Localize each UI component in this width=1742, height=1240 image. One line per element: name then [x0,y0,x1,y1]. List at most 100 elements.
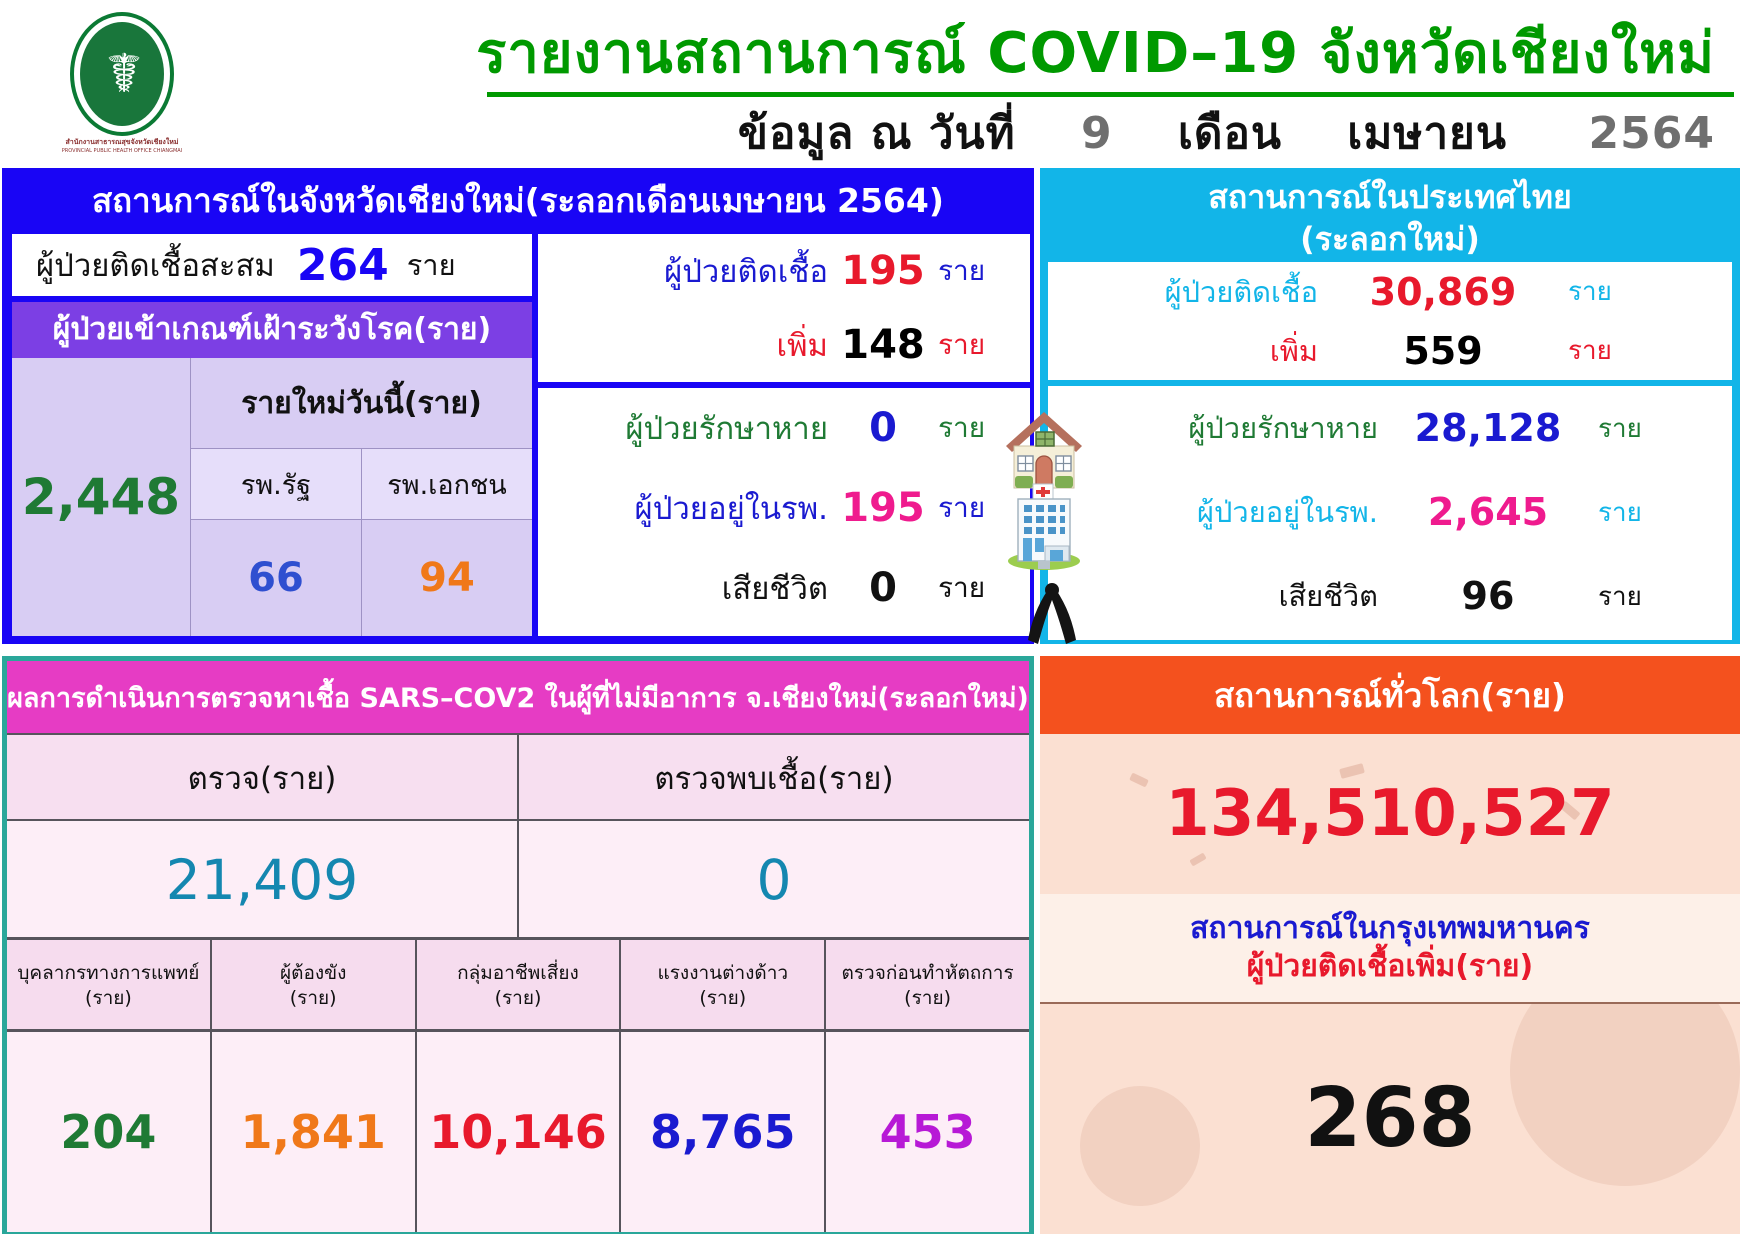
chiangmai-recovered-unit: ราย [938,411,986,444]
chiangmai-new-value: 148 [841,322,925,368]
chiangmai-situation-panel: สถานการณ์ในจังหวัดเชียงใหม่(ระลอกเดือนเม… [2,168,1034,644]
logo-inner-disc [80,22,164,126]
sars-category-header-row: บุคลากรทางการแพทย์ (ราย) ผู้ต้องขัง (ราย… [7,937,1029,1032]
pui-hospital-type-header-row: รพ.รัฐ รพ.เอกชน [191,449,532,520]
sars-category-medical-staff: บุคลากรทางการแพทย์ (ราย) [7,940,212,1032]
logo-thai-caption: สำนักงานสาธารณสุขจังหวัดเชียงใหม่ [65,138,179,146]
sars-value-prisoners: 1,841 [211,1032,417,1232]
pui-value-private-hospital: 94 [419,555,475,601]
sars-category-pre-procedure-unit: (ราย) [904,987,951,1009]
chiangmai-stat-row-recovered: ผู้ป่วยรักษาหาย 0 ราย [538,388,1030,468]
sars-header-positive: ตรวจพบเชื้อ(ราย) [519,735,1029,821]
date-month-label: เดือน [1177,108,1282,159]
date-day: 9 [1080,108,1113,159]
thailand-new-value: 559 [1403,328,1483,373]
pui-new-today-header: รายใหม่วันนี้(ราย) [191,358,532,449]
thailand-hospitalized-label: ผู้ป่วยอยู่ในรพ. [1197,495,1378,529]
ministry-of-public-health-logo: ☤ สำนักงานสาธารณสุขจังหวัดเชียงใหม่ PROV… [56,10,188,160]
thailand-situation-panel: สถานการณ์ในประเทศไทย (ระลอกใหม่) ผู้ป่วย… [1040,168,1740,644]
thailand-hospitalized-value: 2,645 [1427,490,1549,534]
sars-testing-header-row: ตรวจ(ราย) ตรวจพบเชื้อ(ราย) [7,733,1029,821]
pui-col-private-hospital: รพ.เอกชน [362,449,532,519]
report-date-line: ข้อมูล ณ วันที่ 9 เดือน เมษายน 2564 [225,98,1725,168]
world-total-cases-value: 134,510,527 [1040,734,1740,896]
hospital-icon [1005,482,1083,570]
chiangmai-hospitalized-label: ผู้ป่วยอยู่ในรพ. [634,491,828,527]
world-situation-panel: สถานการณ์ทั่วโลก(ราย) 134,510,527 สถานกา… [1040,656,1740,1234]
sars-category-value-row: 204 1,841 10,146 8,765 453 [7,1029,1029,1232]
logo-english-caption: PROVINCIAL PUBLIC HEALTH OFFICE CHIANGMA… [61,148,183,154]
thailand-panel-title-line1: สถานการณ์ในประเทศไทย [1208,178,1572,216]
date-prefix: ข้อมูล ณ วันที่ [737,108,1016,159]
thailand-hospitalized-unit: ราย [1598,497,1642,528]
sars-category-risk-occupation: กลุ่มอาชีพเสี่ยง (ราย) [416,940,622,1032]
chiangmai-right-column: ผู้ป่วยติดเชื้อ 195 ราย เพิ่ม 148 ราย ผู… [538,234,1030,636]
black-mourning-ribbon-icon [1022,578,1082,646]
chiangmai-deaths-label: เสียชีวิต [721,571,828,607]
accumulated-cases-box: ผู้ป่วยติดเชื้อสะสม 264 ราย [12,234,532,296]
pui-value-public-hospital: 66 [191,520,362,636]
pui-col-public-hospital: รพ.รัฐ [191,449,362,519]
pui-total-value: 2,448 [12,358,191,636]
sars-cov2-testing-panel: ผลการดำเนินการตรวจหาเชื้อ SARS–COV2 ในผู… [2,656,1034,1234]
chiangmai-infected-value: 195 [841,248,925,294]
pui-new-today-block: รายใหม่วันนี้(ราย) รพ.รัฐ รพ.เอกชน 66 94 [191,358,532,636]
thailand-new-label: เพิ่ม [1269,333,1318,368]
chiangmai-outcome-box: ผู้ป่วยรักษาหาย 0 ราย ผู้ป่วยอยู่ในรพ. 1… [538,388,1030,636]
thailand-stat-row-deaths: เสียชีวิต 96 ราย [1048,554,1732,638]
thailand-recovered-label: ผู้ป่วยรักษาหาย [1188,411,1378,445]
accumulated-cases-label: ผู้ป่วยติดเชื้อสะสม [36,248,275,284]
chiangmai-stat-row-new: เพิ่ม 148 ราย [538,308,1030,382]
thailand-stat-row-infected: ผู้ป่วยติดเชื้อ 30,869 ราย [1048,262,1732,321]
chiangmai-stat-row-hospitalized: ผู้ป่วยอยู่ในรพ. 195 ราย [538,468,1030,548]
pui-hospital-values-row: 66 94 [191,520,532,636]
title-divider [487,92,1734,97]
thailand-infected-label: ผู้ป่วยติดเชื้อ [1164,274,1318,309]
thailand-recovered-unit: ราย [1598,413,1642,444]
date-year: 2564 [1588,108,1715,159]
bangkok-header: สถานการณ์ในกรุงเทพมหานคร ผู้ป่วยติดเชื้อ… [1040,894,1740,1004]
thailand-recovered-value: 28,128 [1414,406,1562,450]
sars-category-prisoners-unit: (ราย) [289,987,337,1009]
chiangmai-infected-unit: ราย [938,254,986,287]
sars-value-pre-procedure: 453 [826,1032,1029,1232]
sars-header-tested: ตรวจ(ราย) [7,735,519,821]
sars-category-prisoners-label: ผู้ต้องขัง [279,962,347,984]
accumulated-cases-value: 264 [296,239,389,291]
thailand-panel-title-line2: (ระลอกใหม่) [1300,220,1480,258]
sars-category-risk-occupation-label: กลุ่มอาชีพเสี่ยง [457,962,579,984]
chiangmai-recovered-value: 0 [869,405,897,451]
thailand-stat-row-recovered: ผู้ป่วยรักษาหาย 28,128 ราย [1048,386,1732,470]
page-title: รายงานสถานการณ์ COVID–19 จังหวัดเชียงใหม… [476,21,1715,86]
sars-category-pre-procedure-label: ตรวจก่อนทำหัตถการ [841,962,1014,984]
sars-category-pre-procedure: ตรวจก่อนทำหัตถการ (ราย) [826,940,1029,1032]
house-icon [1002,408,1086,490]
thailand-outcome-box: ผู้ป่วยรักษาหาย 28,128 ราย ผู้ป่วยอยู่ใน… [1048,386,1732,640]
pui-body: 2,448 รายใหม่วันนี้(ราย) รพ.รัฐ รพ.เอกชน… [12,358,532,636]
thailand-deaths-unit: ราย [1598,581,1642,612]
thailand-panel-title: สถานการณ์ในประเทศไทย (ระลอกใหม่) [1044,172,1736,260]
sars-category-prisoners: ผู้ต้องขัง (ราย) [211,940,417,1032]
sars-testing-title: ผลการดำเนินการตรวจหาเชื้อ SARS–COV2 ในผู… [7,661,1029,733]
bangkok-new-cases-value: 268 [1304,1070,1476,1166]
accumulated-cases-unit: ราย [406,248,456,282]
sars-value-medical-staff: 204 [7,1032,212,1232]
thailand-infected-unit: ราย [1568,277,1612,307]
sars-testing-value-row: 21,409 0 [7,819,1029,939]
bangkok-title-line2: ผู้ป่วยติดเชื้อเพิ่ม(ราย) [1246,949,1534,984]
world-panel-title: สถานการณ์ทั่วโลก(ราย) [1040,656,1740,734]
sars-category-migrant-workers-label: แรงงานต่างด้าว [657,962,789,984]
chiangmai-infection-box: ผู้ป่วยติดเชื้อ 195 ราย เพิ่ม 148 ราย [538,234,1030,382]
chiangmai-panel-title: สถานการณ์ในจังหวัดเชียงใหม่(ระลอกเดือนเม… [92,181,944,220]
chiangmai-stat-row-deaths: เสียชีวิต 0 ราย [538,548,1030,628]
chiangmai-hospitalized-unit: ราย [938,491,986,524]
virus-watermark [1080,1086,1200,1206]
chiangmai-hospitalized-value: 195 [841,485,925,531]
chiangmai-stat-row-infected: ผู้ป่วยติดเชื้อ 195 ราย [538,234,1030,308]
thailand-infected-value: 30,869 [1369,269,1517,314]
sars-category-medical-staff-unit: (ราย) [84,987,132,1009]
sars-value-risk-occupation: 10,146 [416,1032,622,1232]
pui-header: ผู้ป่วยเข้าเกณฑ์เฝ้าระวังโรค(ราย) [12,302,532,358]
caduceus-icon: ☤ [106,42,143,105]
